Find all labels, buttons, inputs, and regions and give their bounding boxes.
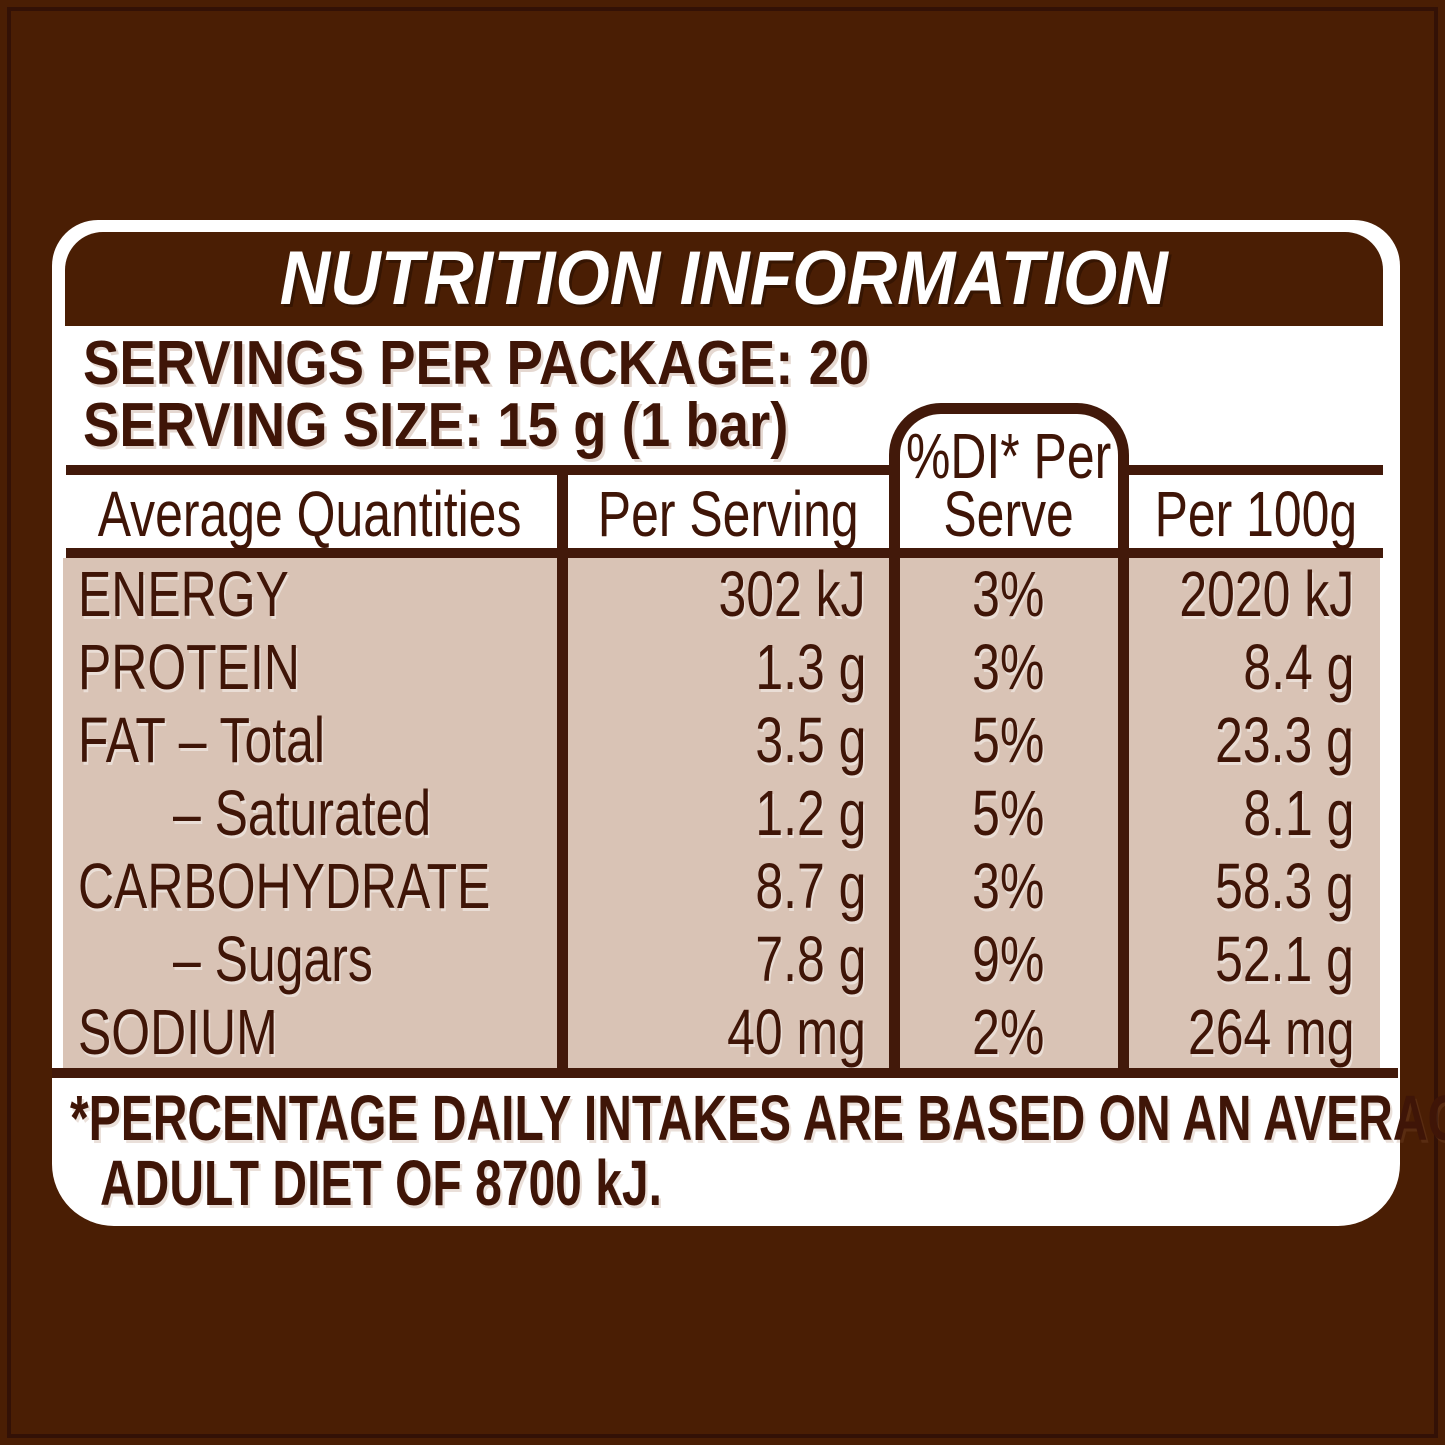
table-rows: ENERGY 302 kJ 3% 2020 kJ PROTEIN 1.3 g 3… <box>63 558 1380 1068</box>
row-per-serving: 7.8 g <box>754 922 866 995</box>
row-di-per-serve: 3% <box>972 631 1045 704</box>
header-average-quantities-text: Average Quantities <box>98 478 522 550</box>
row-per-100g: 8.1 g <box>1242 777 1354 849</box>
serving-size-text: SERVING SIZE: 15 g (1 bar) <box>83 391 789 460</box>
row-per-serving: 302 kJ <box>718 558 866 631</box>
table-row: – Sugars 7.8 g 9% 52.1 g <box>63 922 1380 995</box>
di-per-serve-bubble: %DI* Per Serve <box>889 403 1129 555</box>
table-row: SODIUM 40 mg 2% 264 mg <box>63 995 1380 1068</box>
table-bottom-rule <box>52 1068 1398 1078</box>
row-label: – Saturated <box>173 777 432 849</box>
row-per-serving: 8.7 g <box>754 849 866 922</box>
row-di-per-serve: 3% <box>972 849 1045 922</box>
title-bar: NUTRITION INFORMATION <box>65 232 1383 326</box>
row-per-serving: 40 mg <box>727 995 866 1068</box>
servings-per-package-line: SERVINGS PER PACKAGE: 20 <box>83 333 977 395</box>
row-di-per-serve: 9% <box>972 922 1045 995</box>
header-per-serving-text: Per Serving <box>598 478 859 550</box>
servings-per-package-text: SERVINGS PER PACKAGE: 20 <box>83 329 870 398</box>
row-label: FAT – Total <box>78 704 325 777</box>
header-per-100g-text: Per 100g <box>1154 478 1358 550</box>
row-label: PROTEIN <box>78 631 300 704</box>
row-label: – Sugars <box>173 922 373 995</box>
row-per-serving: 1.3 g <box>754 631 866 704</box>
header-di-per-serve-line1: %DI* Per <box>906 419 1112 492</box>
row-per-100g: 23.3 g <box>1215 704 1354 777</box>
table-row: PROTEIN 1.3 g 3% 8.4 g <box>63 631 1380 704</box>
table-row: – Saturated 1.2 g 5% 8.1 g <box>63 777 1380 850</box>
serving-size-line: SERVING SIZE: 15 g (1 bar) <box>83 395 885 457</box>
header-di-per-serve-line2: Serve <box>943 477 1075 550</box>
table-body-background <box>63 558 1380 1068</box>
footnote-line-1-text: *PERCENTAGE DAILY INTAKES ARE BASED ON A… <box>70 1082 1445 1154</box>
table-header-rule <box>66 548 1383 558</box>
table-row: FAT – Total 3.5 g 5% 23.3 g <box>63 704 1380 777</box>
header-per-100g: Per 100g <box>1129 478 1383 550</box>
row-label: ENERGY <box>78 558 289 631</box>
row-di-per-serve: 5% <box>972 704 1045 777</box>
footnote-line-1: *PERCENTAGE DAILY INTAKES ARE BASED ON A… <box>70 1086 1445 1150</box>
table-top-rule <box>66 465 1383 475</box>
header-per-serving: Per Serving <box>568 478 889 550</box>
column-divider-3 <box>1118 548 1129 1078</box>
table-row: ENERGY 302 kJ 3% 2020 kJ <box>63 558 1380 631</box>
row-label: CARBOHYDRATE <box>78 849 491 922</box>
row-per-100g: 2020 kJ <box>1179 558 1354 631</box>
row-di-per-serve: 2% <box>972 995 1045 1068</box>
page-title: NUTRITION INFORMATION <box>279 236 1169 321</box>
row-per-100g: 52.1 g <box>1215 922 1354 995</box>
column-divider-1 <box>557 465 568 1078</box>
row-per-100g: 264 mg <box>1187 995 1354 1068</box>
row-per-serving: 1.2 g <box>754 777 866 849</box>
row-per-serving: 3.5 g <box>754 704 866 777</box>
row-label: SODIUM <box>78 995 278 1068</box>
footnote-line-2: ADULT DIET OF 8700 kJ. <box>100 1151 849 1215</box>
row-di-per-serve: 3% <box>972 558 1045 631</box>
row-per-100g: 8.4 g <box>1242 631 1354 704</box>
column-divider-2 <box>889 548 900 1078</box>
row-per-100g: 58.3 g <box>1215 849 1354 922</box>
header-average-quantities: Average Quantities <box>63 478 557 550</box>
row-di-per-serve: 5% <box>972 777 1045 849</box>
footnote-line-2-text: ADULT DIET OF 8700 kJ. <box>100 1147 662 1219</box>
table-row: CARBOHYDRATE 8.7 g 3% 58.3 g <box>63 849 1380 922</box>
